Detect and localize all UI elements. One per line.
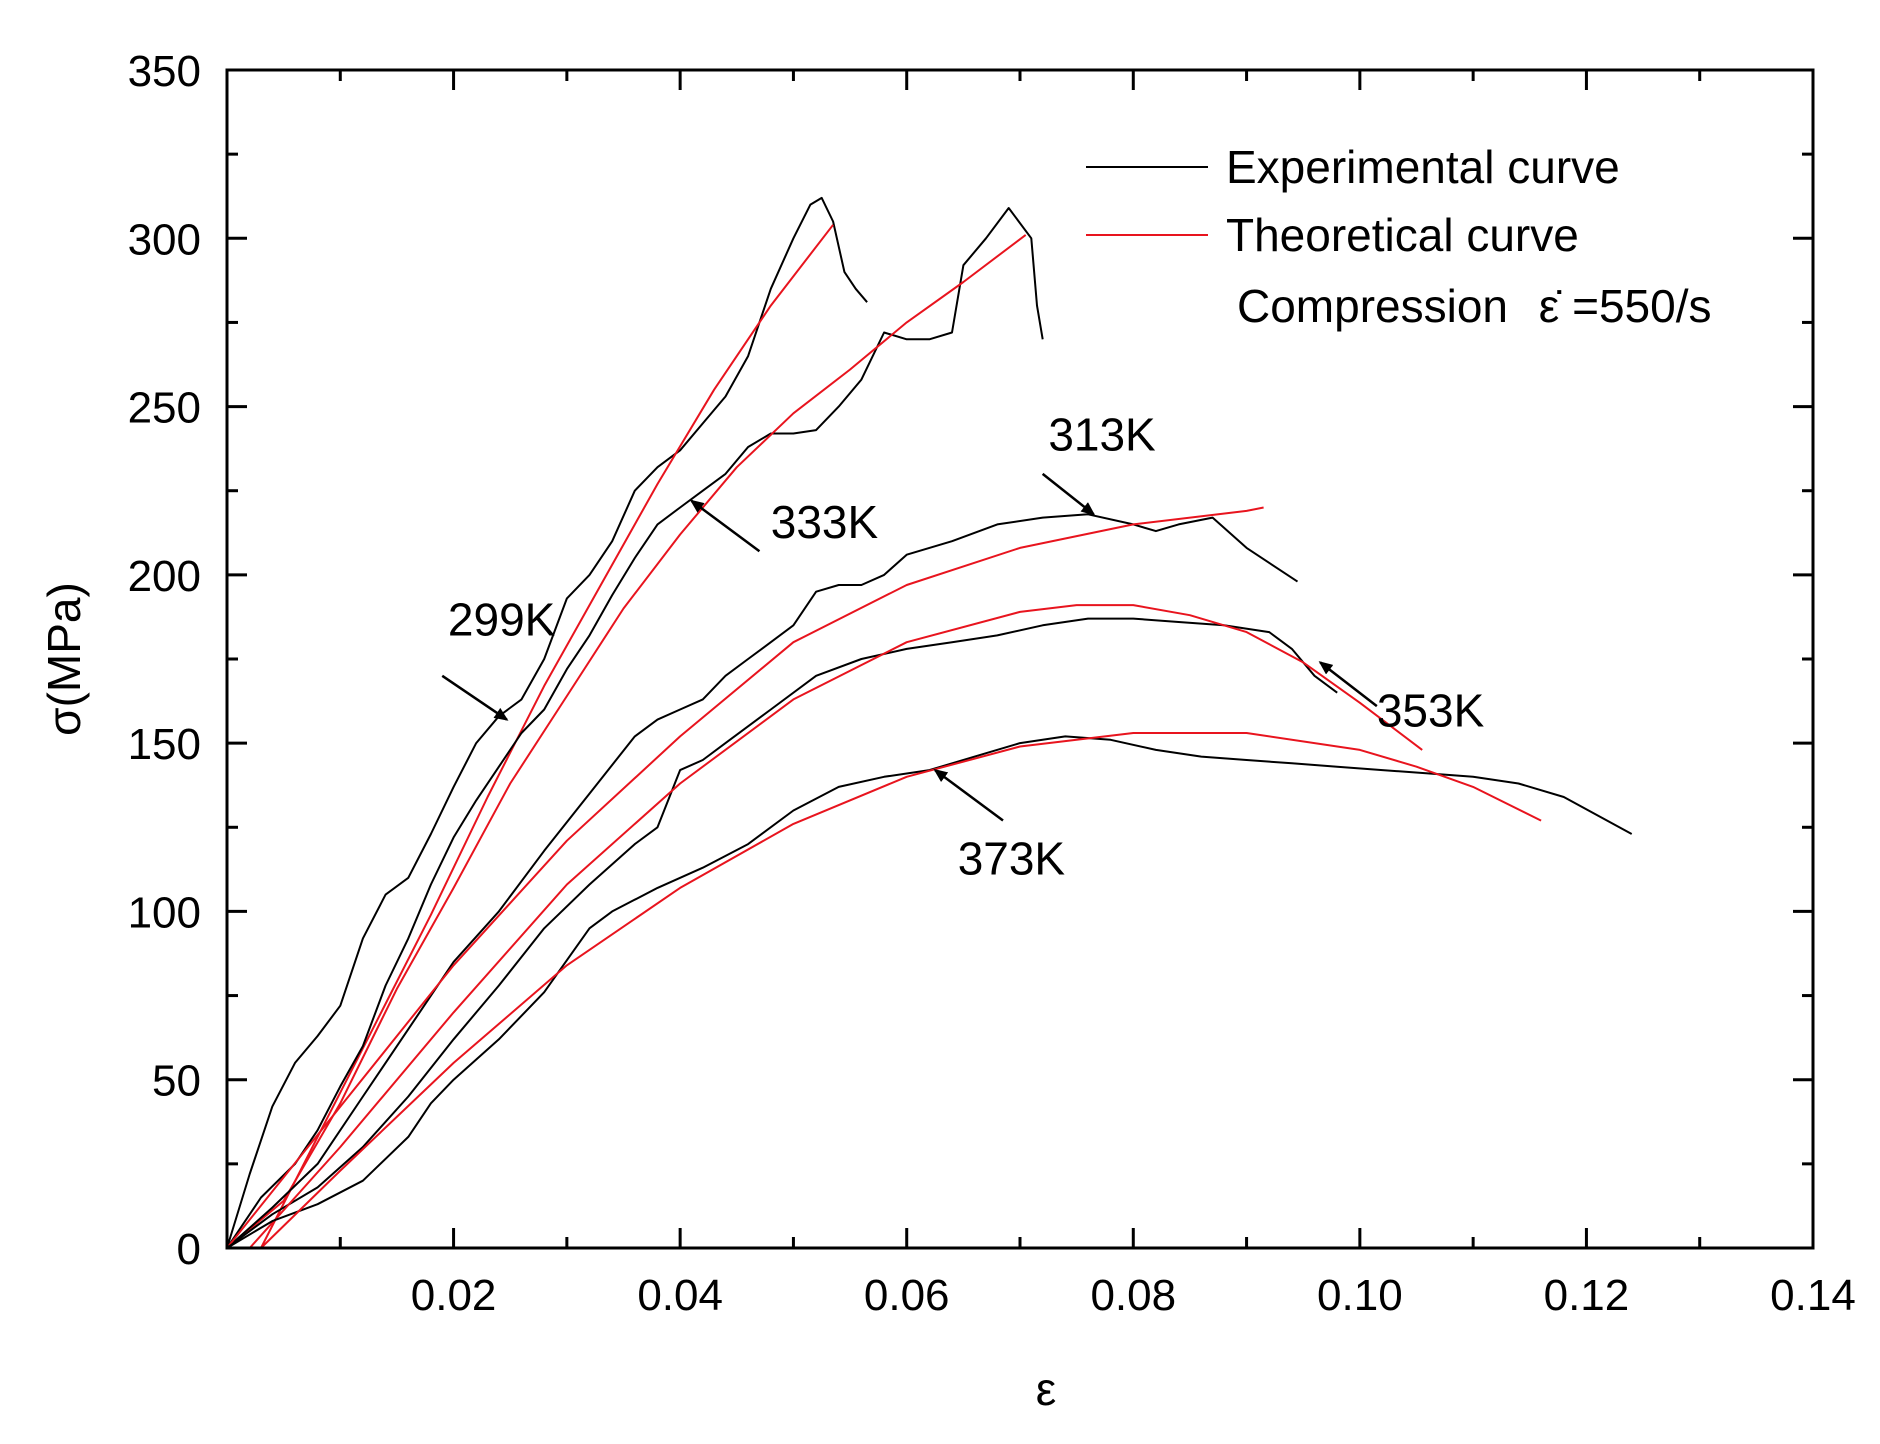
series-experimental-333K <box>226 207 1044 1249</box>
series-layer <box>226 196 1633 1249</box>
series-experimental-373K <box>226 735 1633 1249</box>
series-experimental-299K <box>226 196 868 1249</box>
series-experimental-313K <box>226 513 1299 1249</box>
y-tick-label: 350 <box>128 47 201 96</box>
y-tick-label: 300 <box>128 215 201 264</box>
x-axis-title: ε <box>1036 1363 1057 1415</box>
annotations-layer: 299K 333K 313K 353K 373K <box>441 408 1485 884</box>
ticks-layer: 0.02 0.04 0.06 0.08 0.10 0.12 0.14 0 50 100 150 200… <box>128 47 1856 1320</box>
legend-condition: Compression ε̇ =550/s <box>1237 280 1711 332</box>
y-tick-label: 200 <box>128 552 201 601</box>
x-tick-label: 0.12 <box>1544 1271 1630 1320</box>
y-tick-label: 250 <box>128 384 201 433</box>
series-theoretical-353K <box>248 604 1423 1249</box>
series-theoretical-373K <box>260 732 1542 1249</box>
y-tick-label: 0 <box>177 1225 201 1274</box>
series-theoretical-313K <box>226 506 1264 1249</box>
legend: Experimental curve Theoretical curve Com… <box>1086 141 1711 332</box>
condition-prefix: Compression <box>1237 280 1508 332</box>
series-experimental-353K <box>226 617 1338 1249</box>
annotation-label-333K: 333K <box>771 496 879 548</box>
x-tick-label: 0.10 <box>1317 1271 1403 1320</box>
annotation-label-373K: 373K <box>958 832 1066 884</box>
y-tick-label: 100 <box>128 888 201 937</box>
annotation-label-353K: 353K <box>1377 684 1485 736</box>
legend-label-theoretical: Theoretical curve <box>1226 209 1579 261</box>
annotation-arrow-353K <box>1318 661 1378 708</box>
legend-label-experimental: Experimental curve <box>1226 141 1620 193</box>
x-tick-label: 0.02 <box>411 1271 497 1320</box>
annotation-arrow-373K <box>933 768 1004 822</box>
annotation-arrow-299K <box>441 674 509 721</box>
x-tick-label: 0.04 <box>637 1271 723 1320</box>
series-theoretical-333K <box>226 234 1027 1249</box>
y-tick-label: 50 <box>152 1057 201 1106</box>
x-tick-label: 0.14 <box>1770 1271 1856 1320</box>
y-axis-title: σ(MPa) <box>38 582 90 736</box>
annotation-label-299K: 299K <box>448 593 556 645</box>
strain-rate-value: =550/s <box>1572 280 1711 332</box>
annotation-arrow-333K <box>689 499 761 553</box>
annotation-label-313K: 313K <box>1048 408 1156 460</box>
y-tick-label: 150 <box>128 720 201 769</box>
strain-rate-symbol: ε̇ <box>1539 280 1563 332</box>
series-theoretical-299K <box>260 224 834 1249</box>
x-tick-label: 0.08 <box>1090 1271 1176 1320</box>
x-tick-label: 0.06 <box>864 1271 950 1320</box>
annotation-arrow-313K <box>1041 472 1096 516</box>
